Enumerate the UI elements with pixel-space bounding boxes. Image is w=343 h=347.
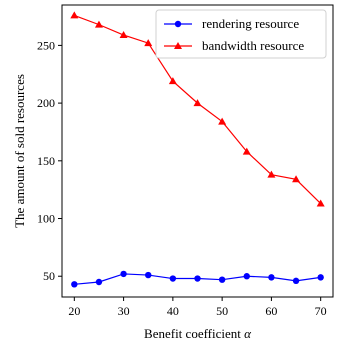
x-axis-label-text: Benefit coefficient	[144, 326, 244, 341]
x-axis-ticks: 20 30 40 50 60 70	[68, 297, 327, 318]
data-point	[70, 11, 79, 19]
data-point	[145, 271, 152, 279]
y-axis-label: The amount of sold resources	[12, 74, 27, 228]
x-tick-label: 60	[265, 304, 277, 318]
data-point	[144, 39, 153, 47]
legend-entry: bandwidth resource	[164, 38, 304, 53]
y-tick-label: 100	[37, 212, 55, 226]
y-tick-label: 50	[43, 269, 55, 283]
y-tick-label: 200	[37, 96, 55, 110]
legend-marker	[174, 20, 182, 28]
data-point	[193, 99, 202, 107]
y-axis-ticks: 50 100 150 200 250	[37, 38, 62, 283]
data-point	[317, 274, 324, 281]
legend-box	[155, 9, 327, 59]
data-point	[94, 20, 103, 28]
legend-marker	[174, 42, 182, 49]
data-point	[119, 31, 128, 39]
data-point	[169, 275, 177, 282]
series-1	[70, 11, 325, 207]
data-point	[194, 275, 201, 282]
legend-label: rendering resource	[202, 16, 299, 31]
x-axis-label-symbol: α	[244, 326, 252, 341]
data-point	[120, 270, 127, 278]
x-tick-label: 50	[216, 304, 228, 318]
data-point	[95, 278, 103, 286]
data-point	[292, 175, 301, 183]
data-point	[218, 276, 226, 283]
x-tick-label: 70	[315, 304, 327, 318]
data-point	[218, 117, 227, 125]
y-tick-label: 150	[37, 154, 55, 168]
x-tick-label: 30	[118, 304, 130, 318]
x-tick-label: 40	[167, 304, 179, 318]
data-point	[292, 277, 300, 285]
series-0	[71, 270, 324, 288]
x-axis-label: Benefit coefficient α	[144, 326, 252, 341]
data-point	[316, 199, 325, 207]
x-tick-label: 20	[68, 304, 80, 318]
data-point	[243, 273, 250, 280]
data-point	[242, 147, 251, 155]
data-point	[168, 77, 177, 85]
legend-entry: rendering resource	[164, 16, 299, 31]
y-tick-label: 250	[37, 38, 55, 52]
data-point	[267, 170, 276, 178]
data-point	[71, 281, 78, 288]
legend: rendering resource bandwidth resource	[155, 9, 327, 59]
plot-frame	[61, 4, 334, 298]
legend-label: bandwidth resource	[202, 38, 304, 53]
data-point	[268, 274, 275, 281]
series-layer	[70, 11, 325, 288]
